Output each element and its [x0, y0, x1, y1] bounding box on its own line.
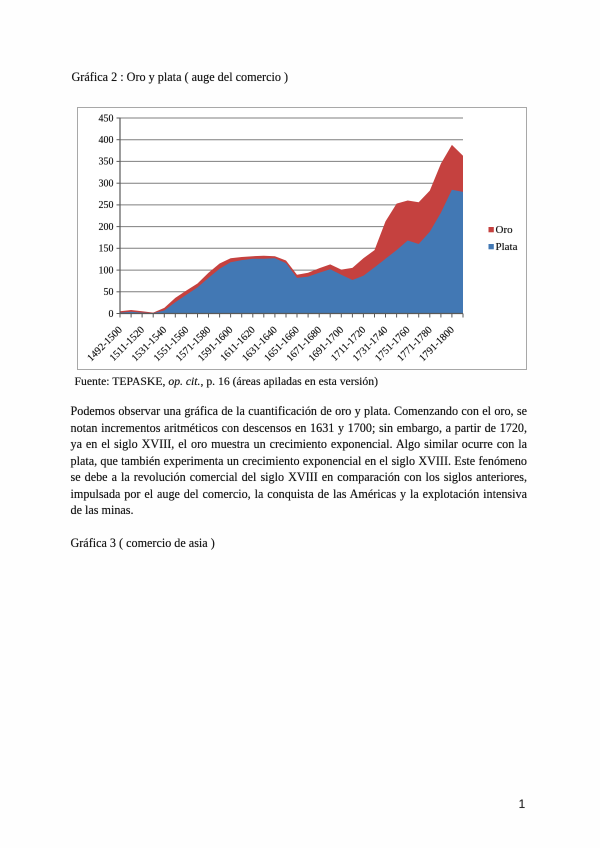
svg-text:400: 400	[99, 135, 114, 146]
svg-text:200: 200	[99, 222, 114, 233]
svg-text:300: 300	[99, 179, 114, 190]
svg-text:Plata: Plata	[496, 241, 518, 253]
svg-text:250: 250	[99, 200, 114, 211]
svg-text:Oro: Oro	[496, 224, 514, 236]
svg-text:450: 450	[99, 113, 114, 124]
svg-text:0: 0	[109, 309, 114, 320]
svg-text:350: 350	[99, 157, 114, 168]
svg-text:50: 50	[104, 287, 114, 298]
svg-text:150: 150	[99, 244, 114, 255]
svg-text:100: 100	[99, 265, 114, 276]
